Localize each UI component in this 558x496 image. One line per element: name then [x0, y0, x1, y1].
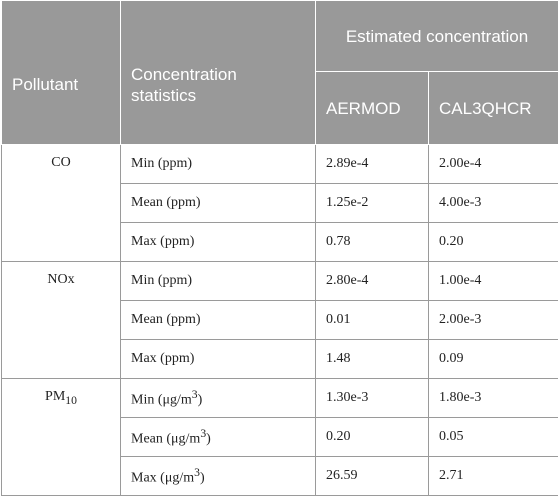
stat-cell: Max (ppm) — [121, 223, 316, 262]
cal3qhcr-value: 0.09 — [429, 340, 558, 379]
aermod-value: 1.25e-2 — [316, 184, 429, 223]
table-row: CO Min (ppm) 2.89e-4 2.00e-4 — [2, 145, 558, 184]
stat-cell: Min (μg/m3) — [121, 379, 316, 418]
table-header: Pollutant Concentration statistics Estim… — [2, 1, 558, 145]
stat-cell: Min (ppm) — [121, 145, 316, 184]
statistics-header: Concentration statistics — [121, 1, 316, 145]
cal3qhcr-value: 1.80e-3 — [429, 379, 558, 418]
cal3qhcr-value: 2.00e-4 — [429, 145, 558, 184]
stat-close: ) — [206, 431, 211, 446]
cal3qhcr-value: 2.00e-3 — [429, 301, 558, 340]
table-row: NOx Min (ppm) 2.80e-4 1.00e-4 — [2, 262, 558, 301]
stat-cell: Min (ppm) — [121, 262, 316, 301]
pollutant-cell-nox: NOx — [2, 262, 121, 379]
stat-cell: Max (ppm) — [121, 340, 316, 379]
aermod-value: 0.01 — [316, 301, 429, 340]
stat-cell: Mean (ppm) — [121, 184, 316, 223]
stat-cell: Mean (μg/m3) — [121, 418, 316, 457]
aermod-value: 0.20 — [316, 418, 429, 457]
stat-cell: Mean (ppm) — [121, 301, 316, 340]
pollutant-base: PM — [45, 389, 65, 404]
pollutant-header: Pollutant — [2, 1, 121, 145]
stat-close: ) — [198, 392, 203, 407]
estimated-concentration-header: Estimated concentration — [316, 1, 558, 72]
cal3qhcr-value: 0.20 — [429, 223, 558, 262]
aermod-value: 2.80e-4 — [316, 262, 429, 301]
stat-text: Max (μg/m — [131, 470, 194, 485]
stat-text: Min (μg/m — [131, 392, 192, 407]
table-row: PM10 Min (μg/m3) 1.30e-3 1.80e-3 — [2, 379, 558, 418]
pollutant-cell-pm10: PM10 — [2, 379, 121, 496]
cal3qhcr-value: 0.05 — [429, 418, 558, 457]
pollutant-subscript: 10 — [65, 394, 77, 407]
aermod-value: 0.78 — [316, 223, 429, 262]
stat-text: Mean (μg/m — [131, 431, 200, 446]
table-body: CO Min (ppm) 2.89e-4 2.00e-4 Mean (ppm) … — [2, 145, 558, 496]
pollutant-cell-co: CO — [2, 145, 121, 262]
stat-close: ) — [200, 470, 205, 485]
cal3qhcr-value: 1.00e-4 — [429, 262, 558, 301]
aermod-value: 2.89e-4 — [316, 145, 429, 184]
aermod-header: AERMOD — [316, 72, 429, 145]
cal3qhcr-value: 4.00e-3 — [429, 184, 558, 223]
aermod-value: 1.48 — [316, 340, 429, 379]
aermod-value: 1.30e-3 — [316, 379, 429, 418]
cal3qhcr-header: CAL3QHCR — [429, 72, 558, 145]
